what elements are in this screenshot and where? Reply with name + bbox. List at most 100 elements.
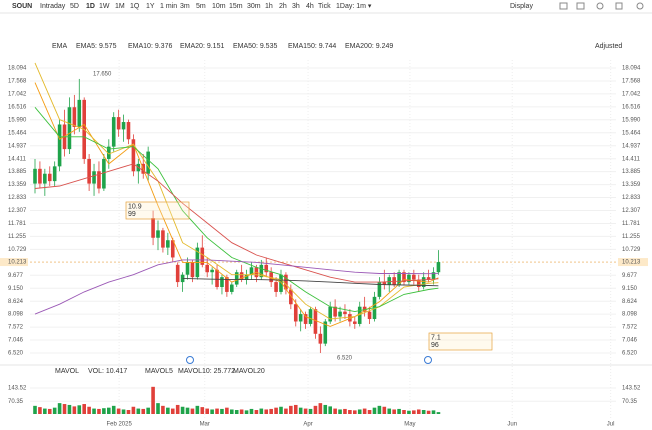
y-tick-label: 12.307 <box>622 208 641 214</box>
candle-body <box>175 264 180 283</box>
range-button[interactable]: 3m <box>180 3 190 10</box>
candle-body <box>200 247 205 265</box>
icon-camera[interactable] <box>559 2 568 10</box>
range-button[interactable]: 15m <box>229 3 243 10</box>
candle-body <box>239 272 244 280</box>
event-marker[interactable] <box>424 356 432 364</box>
range-button[interactable]: 1Day: 1m ▾ <box>336 3 372 10</box>
display-menu[interactable]: Display <box>510 3 533 10</box>
volume-legend: VOL: 10.417 <box>88 368 127 375</box>
range-button[interactable]: 30m <box>247 3 261 10</box>
y-tick-label: 13.885 <box>8 169 27 175</box>
volume-bar <box>293 404 298 414</box>
volume-bar <box>161 405 165 414</box>
volume-bar <box>156 403 160 414</box>
range-button[interactable]: 5D <box>70 3 79 10</box>
range-button[interactable]: 1 min <box>160 3 177 10</box>
candle-body <box>249 267 254 275</box>
volume-bar <box>259 408 264 414</box>
y-tick-label: 17.042 <box>8 91 27 97</box>
ema-line <box>34 163 439 283</box>
volume-bar <box>412 410 416 414</box>
icon-window[interactable] <box>615 2 623 10</box>
candle-body <box>43 173 47 184</box>
candle-body <box>274 282 278 292</box>
volume-bar <box>377 405 382 414</box>
y-tick-label: 13.885 <box>622 169 641 175</box>
signal-text: 96 <box>431 342 439 349</box>
legend-entry[interactable]: EMA150: 9.744 <box>288 43 336 50</box>
candle-body <box>230 284 234 292</box>
candle-body <box>353 321 357 324</box>
candle-body <box>170 240 175 258</box>
legend-entry[interactable]: EMA5: 9.575 <box>76 43 117 50</box>
volume-bar <box>353 410 357 414</box>
candle-body <box>111 117 116 147</box>
volume-bar <box>121 409 126 414</box>
candle-body <box>47 173 52 182</box>
candle-body <box>166 240 170 248</box>
range-button[interactable]: 1D <box>86 3 95 10</box>
y-tick-label: 11.781 <box>622 221 641 227</box>
range-button[interactable]: Tick <box>318 3 331 10</box>
volume-bar <box>170 408 175 414</box>
indicator-title: EMA <box>52 43 68 50</box>
legend-entry[interactable]: EMA10: 9.376 <box>128 43 172 50</box>
volume-bar <box>249 408 254 414</box>
range-button[interactable]: 1M <box>115 3 125 10</box>
icon-image[interactable] <box>576 2 585 10</box>
range-button[interactable]: 1Q <box>130 3 140 10</box>
volume-bar <box>62 404 67 414</box>
y-tick-label: 8.098 <box>8 312 24 318</box>
candle-body <box>416 279 421 288</box>
volume-bar <box>185 407 190 414</box>
icon-info[interactable] <box>636 2 644 10</box>
legend-entry[interactable]: EMA20: 9.151 <box>180 43 224 50</box>
candle-body <box>264 264 269 273</box>
volume-bar <box>126 410 131 414</box>
volume-bar <box>67 404 72 414</box>
adjusted-toggle[interactable]: Adjusted <box>595 43 622 50</box>
range-button[interactable]: Intraday <box>40 3 66 10</box>
volume-bar <box>244 410 249 414</box>
legend-entry[interactable]: EMA200: 9.249 <box>345 43 393 50</box>
toolbar-icons[interactable] <box>559 2 644 10</box>
y-tick-label: 17.042 <box>622 91 641 97</box>
volume-bar <box>343 408 347 414</box>
range-button[interactable]: 5m <box>196 3 206 10</box>
icon-settings[interactable] <box>596 2 604 10</box>
signal-box <box>125 201 190 220</box>
volume-bar <box>239 409 244 414</box>
candle-body <box>77 99 82 127</box>
range-button[interactable]: 4h <box>306 3 314 10</box>
range-button[interactable]: 1h <box>265 3 273 10</box>
range-button[interactable]: 10m <box>212 3 226 10</box>
range-button[interactable]: 3h <box>292 3 300 10</box>
symbol[interactable]: SOUN <box>12 3 32 10</box>
volume-bar <box>318 403 323 414</box>
y-tick-label: 8.624 <box>622 299 638 305</box>
event-marker[interactable] <box>186 356 194 364</box>
legend-entry[interactable]: EMA50: 9.535 <box>233 43 277 50</box>
y-tick-label: 10.729 <box>622 247 641 253</box>
signal-text: 10.9 <box>128 203 142 210</box>
y-tick-label: 11.781 <box>8 221 27 227</box>
range-button[interactable]: 1Y <box>146 3 155 10</box>
y-tick-label: 17.568 <box>8 79 27 85</box>
candle-body <box>279 274 283 292</box>
range-button[interactable]: 1W <box>99 3 110 10</box>
volume-bar <box>269 408 273 414</box>
signal-text: 7.1 <box>431 334 441 341</box>
range-button[interactable]: 2h <box>279 3 287 10</box>
volume-bar <box>402 410 406 414</box>
candle-body <box>397 272 401 285</box>
volume-bar <box>141 408 146 414</box>
candle-body <box>205 264 209 273</box>
y-tick-label: 15.990 <box>8 117 27 123</box>
y-tick-label: 12.833 <box>8 195 27 201</box>
candle-body <box>367 311 372 320</box>
y-tick-label: 14.937 <box>8 143 27 149</box>
volume-bar <box>136 408 141 414</box>
volume-title: MAVOL <box>55 368 79 375</box>
candle-body <box>97 171 101 189</box>
